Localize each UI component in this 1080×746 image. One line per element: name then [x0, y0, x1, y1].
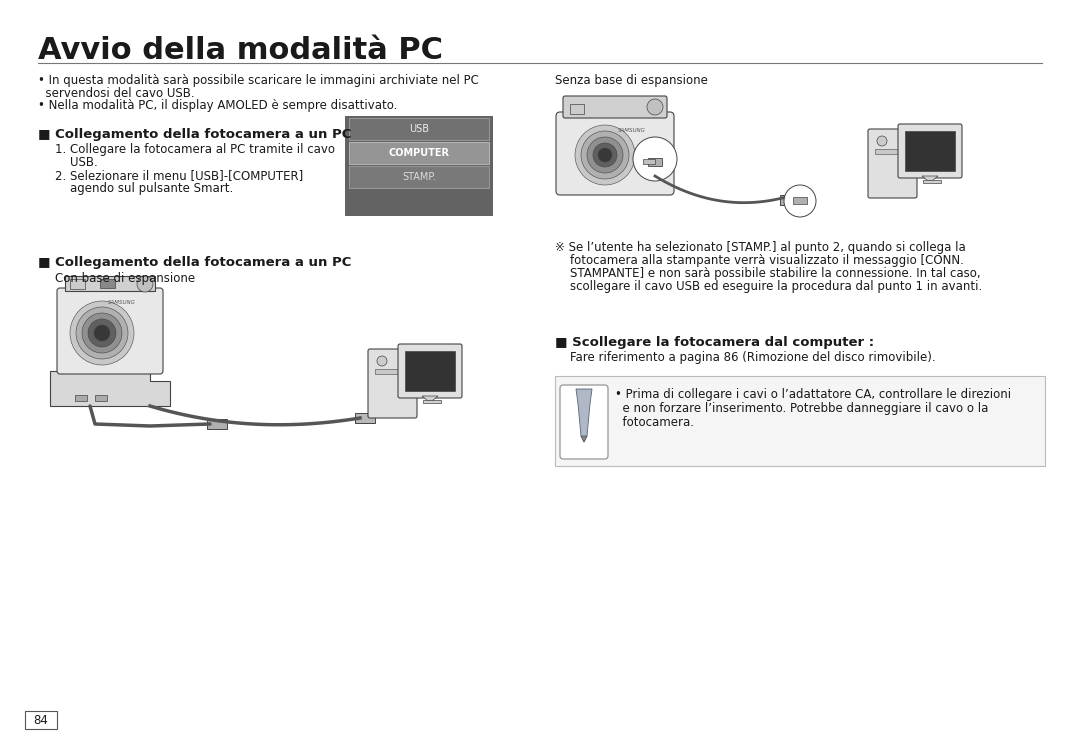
Bar [375, 369, 410, 374]
Bar [25, 711, 57, 729]
Text: ■ Collegamento della fotocamera a un PC: ■ Collegamento della fotocamera a un PC [38, 256, 351, 269]
FancyBboxPatch shape [561, 385, 608, 459]
Bar [65, 276, 156, 291]
Circle shape [94, 325, 110, 341]
Circle shape [581, 131, 629, 179]
Circle shape [70, 301, 134, 365]
Circle shape [588, 137, 623, 173]
Text: Avvio della modalità PC: Avvio della modalità PC [38, 36, 443, 65]
Bar [555, 376, 1045, 466]
Circle shape [137, 276, 153, 292]
Text: ■ Scollegare la fotocamera dal computer :: ■ Scollegare la fotocamera dal computer … [555, 336, 874, 349]
Circle shape [377, 356, 387, 366]
Circle shape [593, 143, 617, 167]
Bar [349, 142, 489, 164]
Text: • In questa modalità sarà possibile scaricare le immagini archiviate nel PC: • In questa modalità sarà possibile scar… [38, 74, 478, 87]
Circle shape [877, 136, 887, 146]
Text: 2. Selezionare il menu [USB]-[COMPUTER]: 2. Selezionare il menu [USB]-[COMPUTER] [55, 169, 303, 182]
Bar [875, 149, 910, 154]
Circle shape [82, 313, 122, 353]
Circle shape [76, 307, 129, 359]
Text: SAMSUNG: SAMSUNG [108, 301, 136, 306]
FancyBboxPatch shape [556, 112, 674, 195]
Bar [100, 279, 114, 288]
Polygon shape [50, 371, 170, 406]
Text: STAMP.: STAMP. [402, 172, 436, 182]
Bar [70, 279, 85, 289]
Text: 84: 84 [33, 713, 49, 727]
Text: STAMPANTE] e non sarà possibile stabilire la connessione. In tal caso,: STAMPANTE] e non sarà possibile stabilir… [555, 267, 981, 280]
Text: • Nella modalità PC, il display AMOLED è sempre disattivato.: • Nella modalità PC, il display AMOLED è… [38, 99, 397, 112]
Text: ■ Collegamento della fotocamera a un PC: ■ Collegamento della fotocamera a un PC [38, 128, 351, 141]
Text: Con base di espansione: Con base di espansione [55, 272, 195, 285]
Bar [349, 118, 489, 140]
Bar [355, 413, 375, 423]
Bar [405, 351, 455, 391]
Text: agendo sul pulsante Smart.: agendo sul pulsante Smart. [55, 182, 233, 195]
Bar [207, 419, 227, 429]
Polygon shape [576, 389, 592, 442]
FancyBboxPatch shape [897, 124, 962, 178]
Circle shape [575, 125, 635, 185]
Text: Senza base di espansione: Senza base di espansione [555, 74, 707, 87]
Bar [923, 180, 941, 183]
Bar [570, 104, 584, 114]
Text: 1. Collegare la fotocamera al PC tramite il cavo: 1. Collegare la fotocamera al PC tramite… [55, 143, 335, 156]
Bar [643, 159, 654, 164]
Circle shape [784, 185, 816, 217]
FancyBboxPatch shape [868, 129, 917, 198]
Text: USB.: USB. [55, 156, 98, 169]
Bar [349, 166, 489, 188]
Text: e non forzare l’inserimento. Potrebbe danneggiare il cavo o la: e non forzare l’inserimento. Potrebbe da… [615, 402, 988, 415]
Polygon shape [922, 176, 939, 181]
Text: servendosi del cavo USB.: servendosi del cavo USB. [38, 87, 194, 100]
Circle shape [598, 148, 612, 162]
Text: • Prima di collegare i cavi o l’adattatore CA, controllare le direzioni: • Prima di collegare i cavi o l’adattato… [615, 388, 1011, 401]
Circle shape [647, 99, 663, 115]
Bar [780, 195, 800, 205]
Text: SAMSUNG: SAMSUNG [618, 128, 646, 134]
Polygon shape [422, 396, 438, 401]
Text: COMPUTER: COMPUTER [389, 148, 449, 158]
Text: fotocamera.: fotocamera. [615, 416, 694, 429]
FancyBboxPatch shape [57, 288, 163, 374]
Text: scollegare il cavo USB ed eseguire la procedura dal punto 1 in avanti.: scollegare il cavo USB ed eseguire la pr… [555, 280, 982, 293]
FancyBboxPatch shape [563, 96, 667, 118]
Bar [75, 395, 87, 401]
Text: USB: USB [409, 124, 429, 134]
Bar [793, 197, 807, 204]
Polygon shape [581, 436, 588, 442]
Bar [423, 400, 441, 403]
FancyBboxPatch shape [399, 344, 462, 398]
Text: ※ Se l’utente ha selezionato [STAMP.] al punto 2, quando si collega la: ※ Se l’utente ha selezionato [STAMP.] al… [555, 241, 966, 254]
Bar [95, 395, 107, 401]
Bar [905, 131, 955, 171]
Text: Fare riferimento a pagina 86 (Rimozione del disco rimovibile).: Fare riferimento a pagina 86 (Rimozione … [555, 351, 935, 364]
FancyBboxPatch shape [368, 349, 417, 418]
Bar [648, 158, 662, 166]
Circle shape [633, 137, 677, 181]
Circle shape [87, 319, 116, 347]
Text: fotocamera alla stampante verrà visualizzato il messaggio [CONN.: fotocamera alla stampante verrà visualiz… [555, 254, 963, 267]
Bar [345, 116, 492, 216]
